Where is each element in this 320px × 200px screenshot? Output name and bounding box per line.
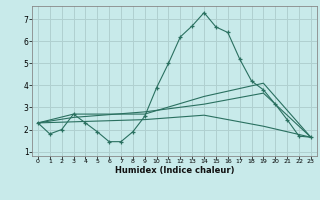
X-axis label: Humidex (Indice chaleur): Humidex (Indice chaleur) <box>115 166 234 175</box>
